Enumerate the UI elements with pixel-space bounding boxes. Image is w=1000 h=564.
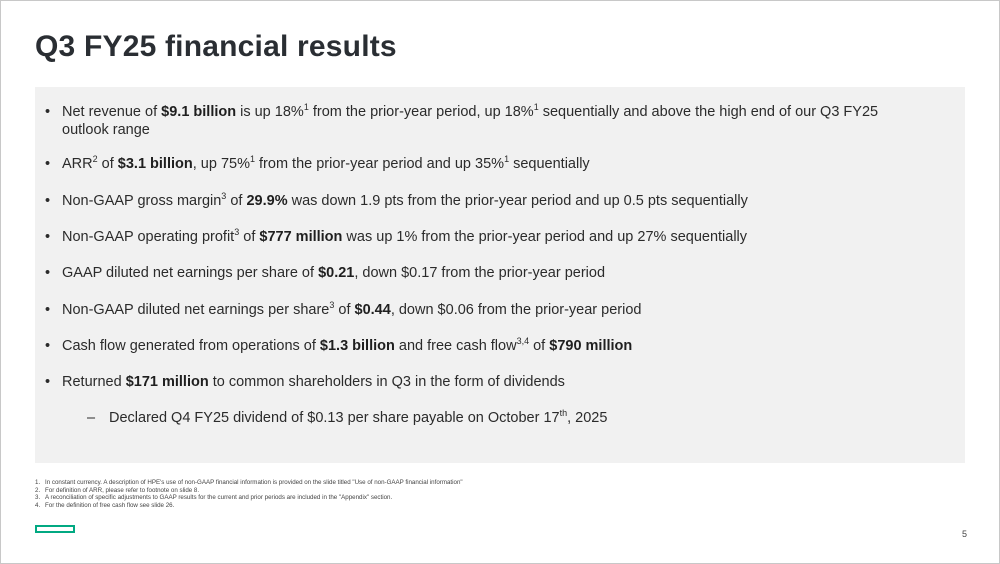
bullet-dot-icon: •: [45, 374, 51, 390]
hpe-logo-bar: [35, 525, 75, 533]
bullet-text: Non-GAAP operating profit3 of $777 milli…: [62, 228, 925, 246]
text-run: Cash flow generated from operations of: [62, 338, 320, 354]
highlight-value: $790 million: [549, 338, 633, 354]
footnote-ref: 2: [92, 154, 98, 164]
footnote-ref: 3: [234, 227, 240, 237]
highlight-value: $9.1 billion: [161, 104, 237, 120]
sub-bullet-text: Declared Q4 FY25 dividend of $0.13 per s…: [109, 409, 907, 427]
text-run: Non-GAAP gross margin: [62, 193, 222, 209]
text-run: GAAP diluted net earnings per share of: [62, 265, 319, 281]
highlight-value: $0.21: [318, 265, 355, 281]
bullet-text: Returned $171 million to common sharehol…: [62, 373, 925, 391]
text-run: , 2025: [567, 410, 608, 426]
bullet-text: Net revenue of $9.1 billion is up 18%1 f…: [62, 103, 925, 139]
footnote-ref: 3: [221, 191, 227, 201]
bullet-dot-icon: •: [45, 265, 51, 281]
text-run: Returned: [62, 374, 126, 390]
bullet-net-revenue: • Net revenue of $9.1 billion is up 18%1…: [45, 103, 925, 139]
footnote: 3. A reconciliation of specific adjustmen…: [35, 494, 393, 502]
highlight-value: $0.44: [354, 302, 391, 318]
bullet-operating-profit: • Non-GAAP operating profit3 of $777 mil…: [45, 228, 925, 246]
page-number: 5: [961, 529, 967, 539]
highlight-value: $1.3 billion: [319, 338, 395, 354]
footnote-ref: th: [559, 408, 568, 418]
text-run: ARR: [62, 156, 93, 172]
footnote: 4. For the definition of free cash flow s…: [35, 501, 175, 509]
highlight-value: $777 million: [259, 229, 343, 245]
text-run: Non-GAAP diluted net earnings per share: [62, 302, 330, 318]
text-run: sequentially and above the high end of o…: [62, 104, 879, 138]
bullet-cash-flow: • Cash flow generated from operations of…: [45, 337, 925, 355]
footnote-ref: 1: [249, 154, 255, 164]
bullet-dot-icon: •: [45, 104, 51, 120]
text-run: was down 1.9 pts from the prior-year per…: [287, 193, 748, 209]
text-run: , down $0.06 from the prior-year period: [390, 302, 642, 318]
text-run: sequentially: [509, 156, 590, 172]
text-run: from the prior-year period and up 35%: [255, 156, 505, 172]
bullet-text: Non-GAAP diluted net earnings per share3…: [62, 301, 925, 319]
text-run: Net revenue of: [62, 104, 162, 120]
footnotes: 1. In constant currency. A description of…: [35, 479, 735, 509]
bullet-gaap-eps: • GAAP diluted net earnings per share of…: [45, 264, 925, 282]
highlight-value: $171 million: [125, 374, 209, 390]
text-run: from the prior-year period, up 18%: [308, 104, 534, 120]
text-run: of: [239, 229, 260, 245]
sub-bullet-dividend: – Declared Q4 FY25 dividend of $0.13 per…: [87, 409, 907, 427]
bullet-returned-capital: • Returned $171 million to common shareh…: [45, 373, 925, 391]
bullet-text: ARR2 of $3.1 billion, up 75%1 from the p…: [62, 155, 925, 173]
bullet-non-gaap-eps: • Non-GAAP diluted net earnings per shar…: [45, 301, 925, 319]
bullet-text: GAAP diluted net earnings per share of $…: [62, 264, 925, 282]
text-run: of: [226, 193, 247, 209]
bullet-text: Cash flow generated from operations of $…: [62, 337, 925, 355]
text-run: and free cash flow: [394, 338, 517, 354]
highlight-value: 29.9%: [246, 193, 288, 209]
text-run: Non-GAAP operating profit: [62, 229, 235, 245]
text-run: , up 75%: [192, 156, 250, 172]
text-run: , down $0.17 from the prior-year period: [354, 265, 606, 281]
text-run: to common shareholders in Q3 in the form…: [208, 374, 565, 390]
footnote: 1. In constant currency. A description of…: [35, 479, 463, 486]
bullet-dot-icon: •: [45, 193, 51, 209]
bullet-dot-icon: •: [45, 338, 51, 354]
footnote-ref: 1: [504, 154, 510, 164]
footnote-ref: 3: [329, 300, 335, 310]
text-run: is up 18%: [236, 104, 304, 120]
footnote: 2. For definition of ARR, please refer to…: [35, 486, 200, 494]
text-run: of: [334, 302, 355, 318]
footnote-ref: 3,4: [516, 336, 530, 346]
results-panel: • Net revenue of $9.1 billion is up 18%1…: [35, 87, 965, 463]
bullet-arr: • ARR2 of $3.1 billion, up 75%1 from the…: [45, 155, 925, 173]
slide-title: Q3 FY25 financial results: [35, 30, 397, 63]
text-run: was up 1% from the prior-year period and…: [342, 229, 748, 245]
dash-icon: –: [87, 410, 96, 426]
bullet-dot-icon: •: [45, 302, 51, 318]
bullet-dot-icon: •: [45, 229, 51, 245]
bullet-dot-icon: •: [45, 156, 51, 172]
bullet-text: Non-GAAP gross margin3 of 29.9% was down…: [62, 192, 925, 210]
text-run: of: [97, 156, 118, 172]
highlight-value: $3.1 billion: [117, 156, 193, 172]
text-run: of: [529, 338, 550, 354]
footnote-ref: 1: [303, 102, 309, 112]
bullet-gross-margin: • Non-GAAP gross margin3 of 29.9% was do…: [45, 192, 925, 210]
footnote-ref: 1: [533, 102, 539, 112]
text-run: Declared Q4 FY25 dividend of $0.13 per s…: [109, 410, 560, 426]
